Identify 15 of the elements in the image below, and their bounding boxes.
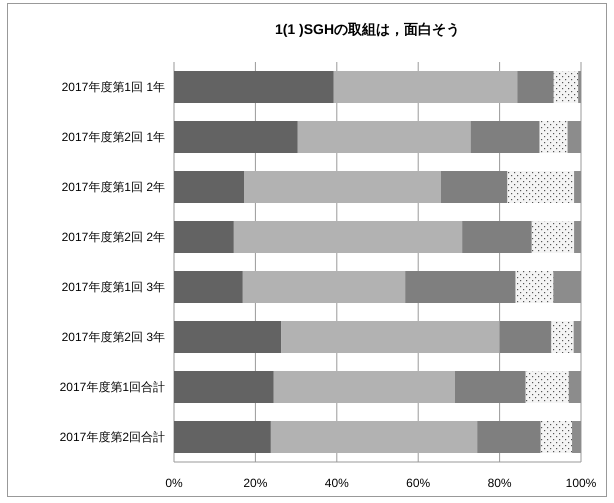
y-tick-label: 2017年度第2回 3年	[62, 330, 165, 344]
x-tick-label: 20%	[243, 476, 268, 490]
x-tick-label: 60%	[406, 476, 431, 490]
y-tick-label: 2017年度第2回 1年	[62, 130, 165, 144]
y-tick-label: 2017年度第1回 1年	[62, 80, 165, 94]
chart-title: 1(1 )SGHの取組は，面白そう	[274, 21, 460, 38]
x-tick-label: 80%	[488, 476, 512, 490]
x-tick-label: 40%	[324, 476, 350, 490]
y-tick-label: 2017年度第1回 2年	[62, 180, 165, 194]
x-tick-label: 100%	[566, 476, 597, 490]
y-tick-label: 2017年度第2回合計	[60, 430, 165, 444]
y-tick-label: 2017年度第1回合計	[60, 380, 165, 394]
y-tick-label: 2017年度第2回 2年	[62, 230, 165, 244]
y-tick-label: 2017年度第1回 3年	[62, 280, 165, 294]
x-tick-label: 0%	[165, 476, 183, 490]
